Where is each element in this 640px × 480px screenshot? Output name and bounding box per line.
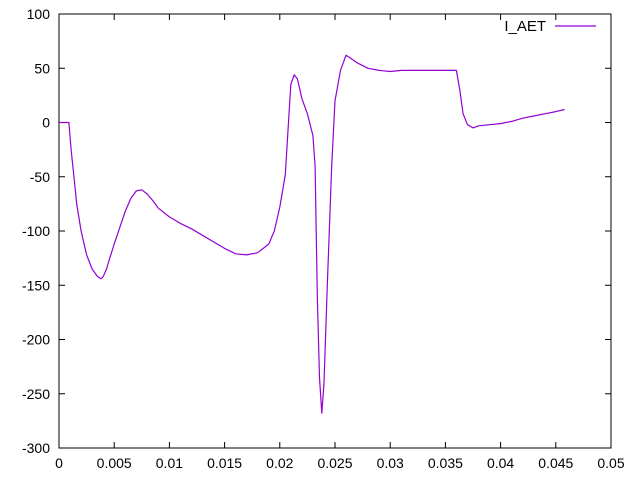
x-tick-label: 0.015 (207, 455, 242, 471)
x-tick-label: 0.045 (538, 455, 573, 471)
x-axis: 0 0.005 0.01 0.015 0.02 0.025 0.03 0.035 0.04 0.0… (55, 14, 625, 471)
y-tick-label: -200 (22, 332, 50, 348)
series-line-i-aet (59, 54, 565, 414)
x-tick-label: 0.035 (428, 455, 463, 471)
y-tick-label: 0 (42, 115, 50, 131)
y-tick-label: 100 (27, 6, 51, 22)
y-tick-label: -50 (30, 169, 50, 185)
plot-frame (58, 13, 612, 449)
x-tick-label: 0.04 (487, 455, 514, 471)
y-tick-label: -300 (22, 440, 50, 456)
x-tick-label: 0.02 (266, 455, 293, 471)
y-tick-label: -250 (22, 386, 50, 402)
x-tick-label: 0.025 (317, 455, 352, 471)
legend: I_AET (504, 18, 596, 35)
x-tick-label: 0.01 (156, 455, 183, 471)
x-tick-label: 0.05 (597, 455, 624, 471)
y-tick-label: 50 (34, 60, 50, 76)
series-layer (59, 54, 565, 414)
y-axis: 100 50 0 -50 -100 -150 -200 -250 -300 (22, 6, 611, 456)
legend-label: I_AET (504, 18, 546, 35)
y-tick-label: -150 (22, 277, 50, 293)
x-tick-label: 0.03 (377, 455, 404, 471)
x-tick-label: 0.005 (97, 455, 132, 471)
y-tick-label: -100 (22, 223, 50, 239)
x-tick-label: 0 (55, 455, 63, 471)
